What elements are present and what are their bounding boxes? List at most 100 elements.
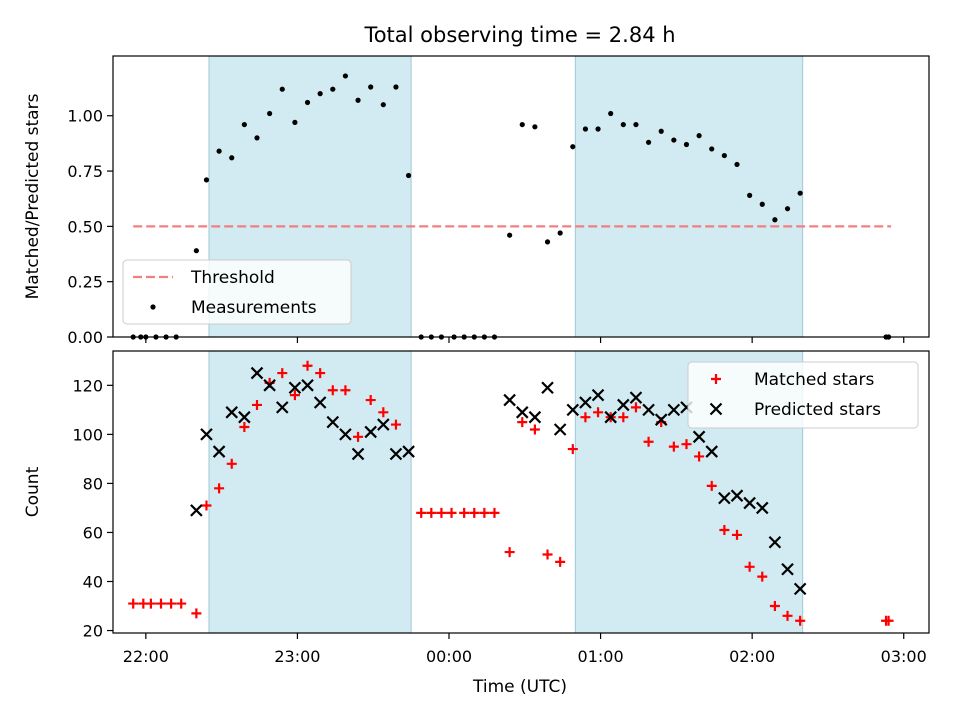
matched-star-point	[479, 507, 490, 518]
matched-star-point	[618, 412, 629, 423]
matched-star-point	[555, 556, 566, 567]
matched-star-point	[643, 436, 654, 447]
matched-star-point	[327, 385, 338, 396]
matched-star-point	[795, 615, 806, 626]
predicted-star-point	[541, 381, 554, 395]
measurement-point	[797, 190, 803, 196]
measurement-point	[595, 126, 601, 132]
matched-star-point	[289, 390, 300, 401]
matched-star-point	[706, 480, 717, 491]
measurement-point	[709, 146, 715, 152]
measurement-point	[368, 84, 374, 90]
matched-star-point	[214, 483, 225, 494]
matched-star-point	[277, 368, 288, 379]
matched-star-point	[436, 507, 447, 518]
predicted-star-point	[629, 391, 643, 404]
measurement-point	[721, 152, 727, 159]
axes-frame-bottom	[112, 350, 930, 634]
predicted-star-point	[705, 445, 719, 458]
measurement-point	[658, 128, 664, 134]
matched-star-point	[191, 608, 202, 619]
matched-star-point	[567, 444, 578, 455]
matched-star-point	[226, 458, 237, 469]
matched-star-point	[883, 615, 894, 626]
predicted-star-point	[389, 447, 403, 461]
predicted-star-point	[743, 496, 756, 510]
matched-star-point	[630, 402, 641, 413]
measurement-point	[203, 177, 210, 183]
matched-star-point	[340, 385, 351, 396]
predicted-star-point	[730, 489, 744, 502]
matched-star-point	[365, 395, 376, 406]
predicted-star-point	[288, 381, 302, 395]
predicted-star-point	[617, 398, 630, 412]
y-axis-label-bottom: Count	[23, 466, 43, 517]
matched-star-point	[504, 547, 515, 558]
predicted-star-point	[781, 562, 794, 576]
axes-frame-top	[112, 55, 930, 338]
matched-star-point	[469, 507, 480, 518]
measurement-point	[507, 232, 513, 238]
predicted-star-point	[667, 403, 681, 417]
x-tick-label: 01:00	[578, 647, 624, 666]
predicted-star-point	[642, 403, 655, 417]
measurement-point	[355, 97, 361, 103]
matched-star-point	[416, 507, 427, 518]
measurement-point	[292, 119, 298, 125]
measurement-point	[342, 73, 349, 79]
measurement-point	[772, 217, 778, 223]
chart-title: Total observing time = 2.84 h	[363, 23, 675, 47]
x-tick-label: 00:00	[426, 647, 472, 666]
y-axis-label-top: Matched/Predicted stars	[23, 93, 43, 299]
matched-star-point	[353, 431, 364, 442]
measurement-point	[254, 135, 260, 141]
y-tick-label: 0.75	[67, 162, 103, 181]
measurement-point	[582, 126, 589, 132]
matched-star-point	[580, 412, 591, 423]
measurement-point	[317, 91, 323, 97]
matched-star-point	[446, 507, 457, 518]
matched-star-point	[201, 500, 212, 511]
predicted-star-point	[579, 396, 592, 409]
predicted-star-point	[528, 410, 542, 424]
matched-star-point	[390, 419, 401, 430]
predicted-star-point	[768, 535, 782, 549]
x-tick-label: 02:00	[729, 647, 775, 666]
predicted-star-point	[793, 582, 807, 596]
predicted-star-point	[313, 396, 327, 409]
measurement-point	[279, 86, 285, 92]
predicted-star-point	[364, 425, 377, 439]
predicted-star-point	[263, 379, 276, 392]
predicted-star-point	[654, 413, 668, 426]
measurement-point	[633, 121, 639, 128]
y-tick-label: 80	[83, 474, 103, 493]
measurement-point	[304, 99, 311, 106]
predicted-star-point	[692, 430, 706, 444]
y-tick-label: 0.25	[67, 273, 103, 292]
y-ticks-bottom: 20 40 60 80 100 120	[72, 376, 113, 641]
matched-star-point	[529, 424, 540, 435]
points-layer	[128, 360, 894, 626]
shade-layer	[208, 350, 804, 634]
x-ticks-top	[145, 337, 905, 343]
measurement-point	[193, 248, 199, 254]
predicted-star-point	[718, 491, 731, 505]
y-tick-label: 1.00	[67, 107, 103, 126]
predicted-star-point	[402, 445, 415, 458]
predicted-star-point	[351, 447, 365, 461]
matched-star-point	[593, 407, 604, 418]
measurement-point	[608, 110, 614, 117]
shaded-interval	[208, 350, 412, 634]
measurement-point	[267, 110, 273, 117]
shaded-interval	[574, 55, 804, 338]
measurement-point	[216, 148, 222, 154]
measurement-point	[759, 201, 765, 207]
matched-star-point	[426, 507, 437, 518]
legend-measurement-swatch	[150, 304, 156, 310]
measurement-point	[620, 121, 626, 128]
y-tick-label: 60	[83, 523, 103, 542]
predicted-star-point	[301, 379, 314, 392]
measurement-point	[784, 206, 791, 212]
measurement-point	[671, 137, 677, 143]
